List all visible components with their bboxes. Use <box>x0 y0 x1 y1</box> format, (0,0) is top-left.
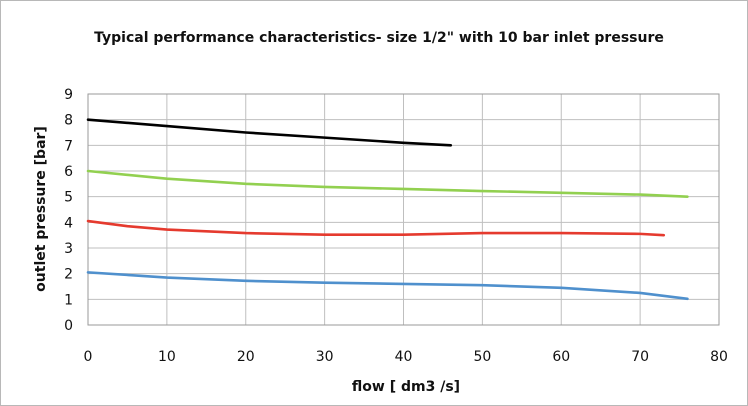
x-tick-label: 20 <box>237 349 255 365</box>
series-line-2 <box>86 169 689 198</box>
x-tick-label: 70 <box>631 349 649 365</box>
plot-frame <box>87 93 720 326</box>
y-axis: 0 1 2 3 4 5 6 7 8 9 <box>64 87 73 334</box>
chart-title: Typical performance characteristics- siz… <box>94 30 664 46</box>
y-tick-label: 4 <box>64 215 73 231</box>
y-tick-label: 9 <box>64 87 73 103</box>
y-tick-label: 5 <box>64 190 73 206</box>
y-tick-label: 3 <box>64 241 73 257</box>
x-tick-label: 80 <box>710 349 728 365</box>
y-tick-label: 6 <box>64 164 73 180</box>
x-tick-label: 0 <box>84 349 93 365</box>
x-tick-label: 30 <box>316 349 334 365</box>
y-tick-label: 0 <box>64 318 73 334</box>
series-line-1 <box>86 118 453 147</box>
y-tick-label: 1 <box>64 292 73 308</box>
y-tick-label: 7 <box>64 138 73 154</box>
series-line-3 <box>86 219 666 237</box>
y-axis-label: outlet pressure [bar] <box>33 126 49 292</box>
series-group <box>86 118 689 301</box>
x-tick-label: 10 <box>158 349 176 365</box>
y-tick-label: 8 <box>64 113 73 129</box>
series-line-4 <box>86 271 689 301</box>
y-tick-label: 2 <box>64 267 73 283</box>
x-axis-label: flow [ dm3 /s] <box>352 379 460 395</box>
x-tick-label: 60 <box>552 349 570 365</box>
x-tick-label: 50 <box>473 349 491 365</box>
x-axis: 0 10 20 30 40 50 60 70 80 <box>84 349 728 365</box>
x-tick-label: 40 <box>395 349 413 365</box>
